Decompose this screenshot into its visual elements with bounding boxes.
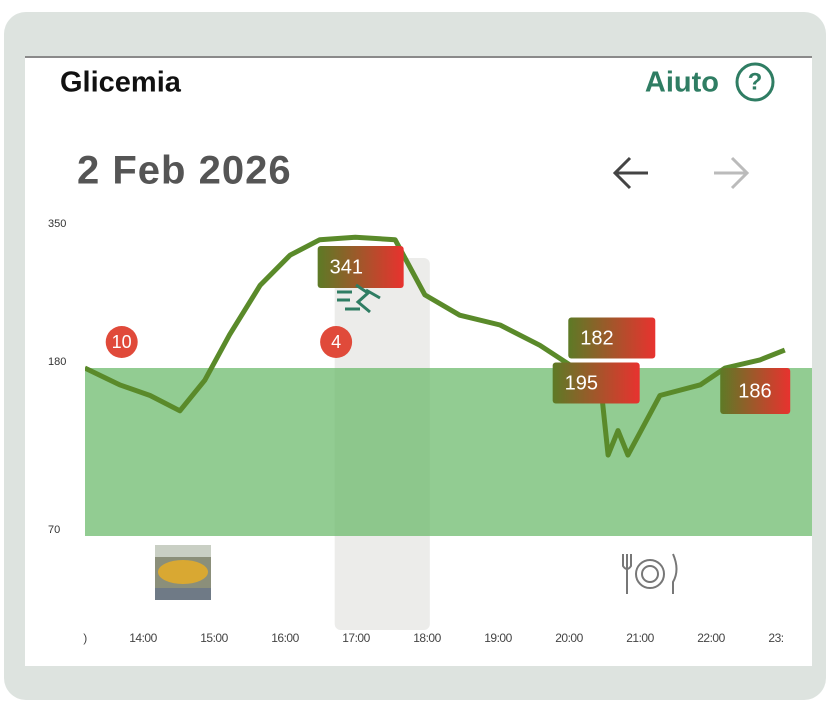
event-badge-label: 10 xyxy=(112,332,132,352)
x-tick-label: 18:00 xyxy=(413,631,441,645)
y-tick-label: 350 xyxy=(48,218,66,230)
x-tick-label: 17:00 xyxy=(342,631,370,645)
x-tick-label: 23: xyxy=(768,631,783,645)
x-tick-label: 19:00 xyxy=(484,631,512,645)
x-tick-label: 15:00 xyxy=(200,631,228,645)
help-link[interactable]: Aiuto xyxy=(645,67,719,99)
screen: Glicemia Aiuto ? 2 Feb 2026 70 180 350) 14:… xyxy=(0,0,830,704)
value-label: 341 xyxy=(330,256,363,278)
help-icon-text: ? xyxy=(748,68,763,95)
page: Glicemia Aiuto ? 2 Feb 2026 70 180 350) 14:… xyxy=(0,0,830,704)
value-label: 186 xyxy=(738,380,771,402)
x-tick-label: 20:00 xyxy=(555,631,583,645)
y-tick-label: 180 xyxy=(48,356,66,368)
x-tick-label: 21:00 xyxy=(626,631,654,645)
date: 2 Feb 2026 xyxy=(77,149,292,193)
meal-photo xyxy=(155,545,211,600)
x-tick-label: ) xyxy=(83,631,87,645)
title: Glicemia xyxy=(60,67,182,99)
value-label: 182 xyxy=(580,327,613,349)
event-badge-label: 4 xyxy=(331,332,341,352)
value-label: 195 xyxy=(565,372,598,394)
x-tick-label: 22:00 xyxy=(697,631,725,645)
x-tick-label: 16:00 xyxy=(271,631,299,645)
x-tick-label: 14:00 xyxy=(129,631,157,645)
y-tick-label: 70 xyxy=(48,524,60,536)
